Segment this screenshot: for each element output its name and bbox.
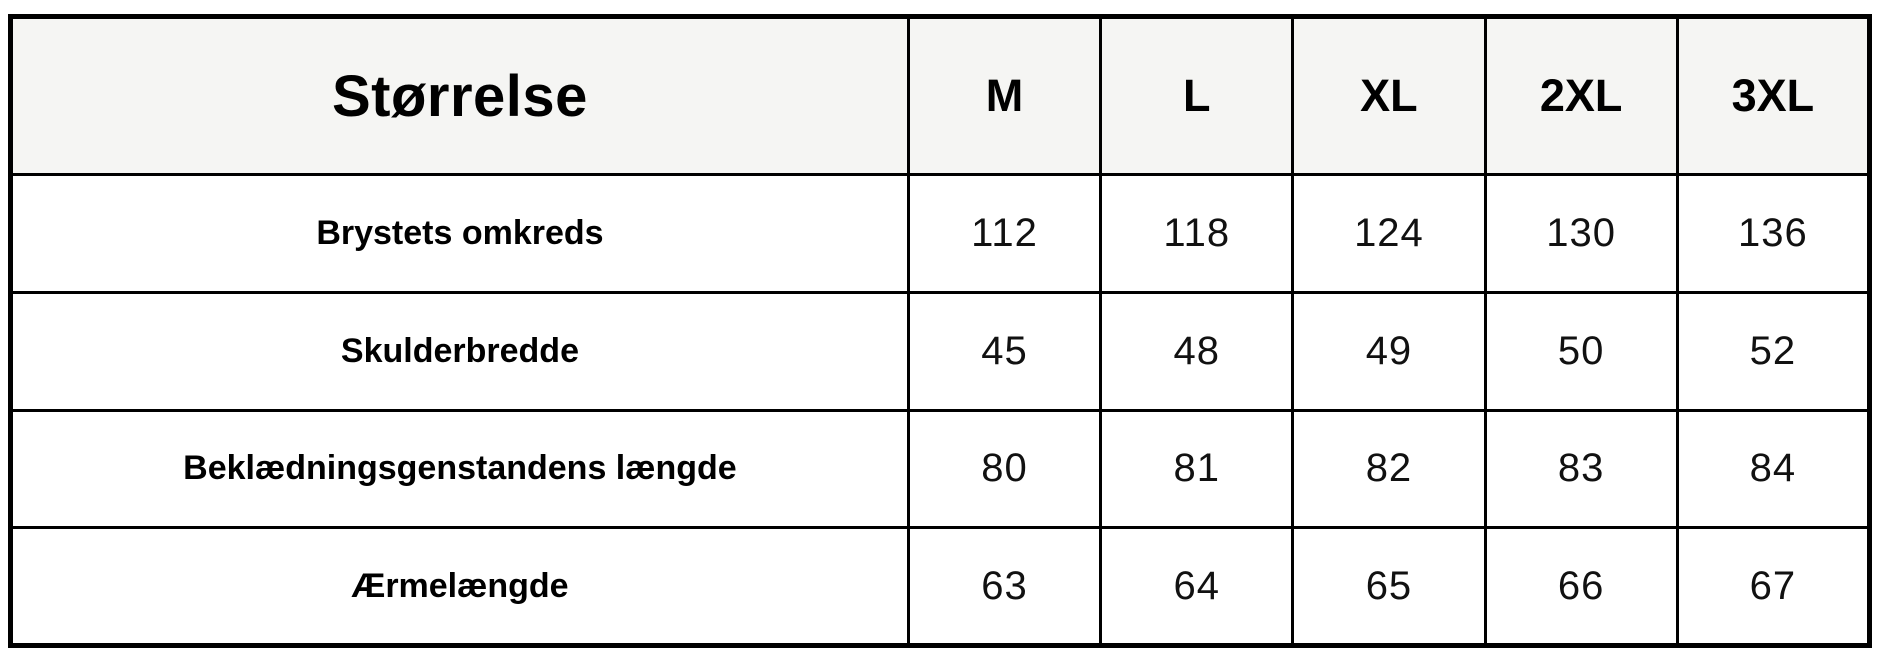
cell-value: 45 (906, 290, 1103, 412)
table-row-chest: Brystets omkreds 112 118 124 130 136 (9, 173, 1872, 294)
table-row-sleeve-length: Ærmelængde 63 64 65 66 67 (9, 526, 1872, 647)
header-col-m: M (906, 15, 1103, 176)
cell-value: 112 (906, 173, 1103, 294)
row-label-sleeve-length: Ærmelængde (9, 526, 910, 647)
cell-value: 81 (1099, 408, 1295, 530)
cell-value: 67 (1675, 526, 1872, 647)
cell-value: 124 (1291, 173, 1487, 294)
cell-value: 82 (1291, 408, 1487, 530)
cell-value: 80 (906, 408, 1103, 530)
table-header-row: Størrelse M L XL 2XL 3XL (9, 15, 1872, 176)
cell-value: 48 (1099, 290, 1295, 412)
cell-value: 83 (1483, 408, 1679, 530)
cell-value: 63 (906, 526, 1103, 647)
cell-value: 84 (1675, 408, 1872, 530)
table-row-garment-length: Beklædningsgenstandens længde 80 81 82 8… (9, 408, 1872, 530)
cell-value: 136 (1675, 173, 1872, 294)
table-row-shoulder: Skulderbredde 45 48 49 50 52 (9, 290, 1872, 412)
header-col-2xl: 2XL (1483, 15, 1679, 176)
row-label-garment-length: Beklædningsgenstandens længde (9, 408, 910, 530)
cell-value: 50 (1483, 290, 1679, 412)
cell-value: 49 (1291, 290, 1487, 412)
header-col-xl: XL (1291, 15, 1487, 176)
cell-value: 66 (1483, 526, 1679, 647)
row-label-chest: Brystets omkreds (9, 173, 910, 294)
header-col-l: L (1099, 15, 1295, 176)
cell-value: 52 (1675, 290, 1872, 412)
cell-value: 65 (1291, 526, 1487, 647)
row-label-shoulder: Skulderbredde (9, 290, 910, 412)
header-col-3xl: 3XL (1675, 15, 1872, 176)
size-chart-table: Størrelse M L XL 2XL 3XL Brystets omkred… (8, 14, 1872, 648)
cell-value: 118 (1099, 173, 1295, 294)
cell-value: 130 (1483, 173, 1679, 294)
cell-value: 64 (1099, 526, 1295, 647)
header-size-title: Størrelse (9, 15, 910, 176)
